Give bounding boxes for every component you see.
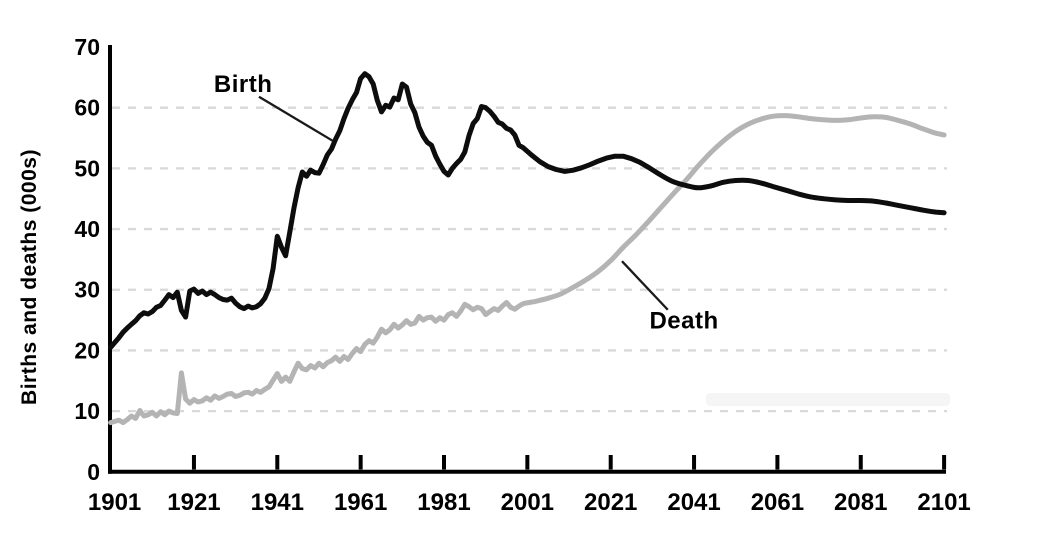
y-tick-label-40: 40: [74, 216, 100, 242]
death-annotation-label: Death: [649, 308, 718, 335]
x-tick-label-1941: 1941: [251, 489, 304, 516]
y-tick-label-30: 30: [74, 277, 100, 303]
death-line: [108, 113, 947, 426]
labels-layer: 1901 1921 1941 1961 1981 2001 2021 2041 2061 2081…: [74, 34, 970, 516]
y-tick-label-70: 70: [74, 34, 100, 60]
y-axis-title: Births and deaths (000s): [18, 149, 41, 405]
gridlines-layer: [112, 106, 947, 413]
x-tick-label-1901: 1901: [88, 489, 141, 516]
birth-line: [108, 71, 947, 350]
x-tick-label-1961: 1961: [334, 489, 387, 516]
x-tick-label-2041: 2041: [667, 489, 720, 516]
faint-watermark-band: [706, 393, 950, 406]
x-tick-label-2001: 2001: [501, 489, 554, 516]
y-tick-label-20: 20: [74, 337, 100, 363]
y-tick-label-50: 50: [74, 155, 100, 181]
birth-leader-line: [258, 95, 334, 143]
death-leader-line: [621, 260, 669, 311]
y-tick-label-0: 0: [87, 459, 100, 485]
x-tick-label-2101: 2101: [917, 489, 970, 516]
y-tick-label-10: 10: [74, 398, 100, 424]
x-tick-label-1981: 1981: [417, 489, 470, 516]
x-tick-label-1921: 1921: [167, 489, 220, 516]
axes-layer: [108, 45, 947, 474]
x-tick-label-2081: 2081: [834, 489, 887, 516]
x-tick-label-2061: 2061: [751, 489, 804, 516]
y-tick-label-60: 60: [74, 95, 100, 121]
birth-annotation-label: Birth: [214, 71, 273, 98]
x-tick-label-2021: 2021: [584, 489, 637, 516]
series-layer: [108, 71, 947, 426]
